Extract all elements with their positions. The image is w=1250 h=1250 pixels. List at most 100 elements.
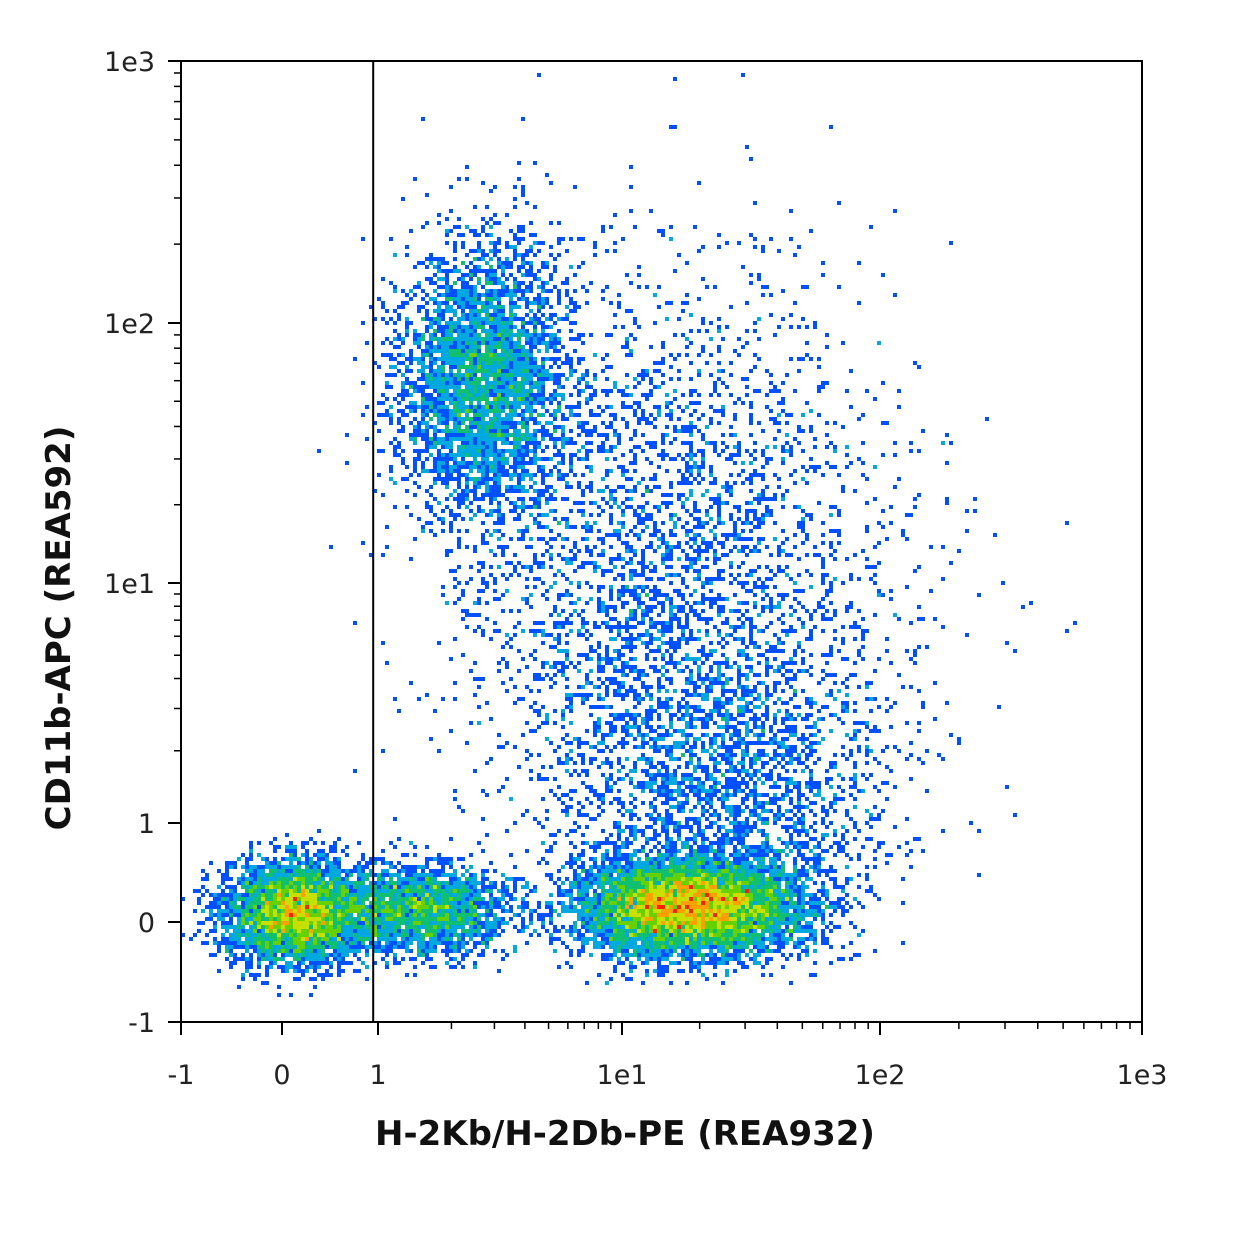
event-dot	[745, 601, 749, 605]
event-dot	[625, 629, 629, 633]
event-dot	[541, 705, 545, 709]
event-dot	[553, 609, 557, 613]
event-dot	[445, 441, 449, 445]
event-dot	[625, 725, 629, 729]
event-dot	[685, 481, 689, 485]
event-dot	[505, 433, 509, 437]
event-dot	[485, 581, 489, 585]
event-dot	[513, 465, 517, 469]
event-dot	[457, 381, 461, 385]
event-dot	[673, 333, 677, 337]
event-dot	[637, 537, 641, 541]
event-dot	[485, 585, 489, 589]
event-dot	[461, 409, 465, 413]
event-dot	[705, 329, 709, 333]
event-dot	[657, 509, 661, 513]
event-dot	[373, 421, 377, 425]
event-dot	[445, 549, 449, 553]
event-dot	[509, 401, 513, 405]
event-dot	[489, 241, 493, 245]
event-dot	[573, 541, 577, 545]
event-dot	[785, 565, 789, 569]
event-dot	[609, 597, 613, 601]
event-dot	[425, 409, 429, 413]
event-dot	[385, 661, 389, 665]
event-dot	[765, 285, 769, 289]
event-dot	[597, 625, 601, 629]
event-dot	[577, 693, 581, 697]
event-dot	[861, 461, 865, 465]
event-dot	[793, 597, 797, 601]
event-dot	[869, 729, 873, 733]
event-dot	[613, 565, 617, 569]
event-dot	[593, 721, 597, 725]
event-dot	[621, 465, 625, 469]
event-dot	[665, 733, 669, 737]
event-dot	[785, 629, 789, 633]
event-dot	[697, 693, 701, 697]
event-dot	[733, 609, 737, 613]
event-dot	[577, 457, 581, 461]
event-dot	[889, 661, 893, 665]
event-dot	[397, 337, 401, 341]
event-dot	[493, 405, 497, 409]
event-dot	[473, 393, 477, 397]
event-dot	[661, 701, 665, 705]
event-dot	[597, 677, 601, 681]
event-dot	[493, 553, 497, 557]
event-dot	[481, 373, 485, 377]
event-dot	[681, 605, 685, 609]
event-dot	[689, 469, 693, 473]
event-dot	[529, 401, 533, 405]
event-dot	[745, 573, 749, 577]
event-dot	[749, 273, 753, 277]
event-dot	[509, 365, 513, 369]
event-dot	[645, 741, 649, 745]
event-dot	[645, 641, 649, 645]
event-dot	[537, 297, 541, 301]
event-dot	[505, 285, 509, 289]
event-dot	[577, 509, 581, 513]
event-dot	[477, 345, 481, 349]
event-dot	[625, 601, 629, 605]
event-dot	[481, 325, 485, 329]
event-dot	[653, 445, 657, 449]
event-dot	[493, 477, 497, 481]
event-dot	[533, 633, 537, 637]
event-dot	[869, 697, 873, 701]
event-dot	[549, 493, 553, 497]
event-dot	[473, 629, 477, 633]
event-dot	[849, 601, 853, 605]
event-dot	[653, 729, 657, 733]
event-dot	[545, 501, 549, 505]
event-dot	[841, 625, 845, 629]
event-dot	[833, 681, 837, 685]
event-dot	[549, 613, 553, 617]
event-dot	[517, 517, 521, 521]
event-dot	[645, 421, 649, 425]
event-dot	[533, 381, 537, 385]
event-dot	[445, 273, 449, 277]
event-dot	[793, 545, 797, 549]
event-dot	[485, 457, 489, 461]
event-dot	[705, 693, 709, 697]
event-dot	[473, 405, 477, 409]
event-dot	[709, 505, 713, 509]
event-dot	[865, 629, 869, 633]
event-dot	[769, 693, 773, 697]
event-dot	[621, 601, 625, 605]
event-dot	[565, 537, 569, 541]
event-dot	[709, 517, 713, 521]
event-dot	[485, 317, 489, 321]
event-dot	[465, 381, 469, 385]
event-dot	[669, 417, 673, 421]
event-dot	[713, 537, 717, 541]
event-dot	[585, 629, 589, 633]
event-dot	[749, 573, 753, 577]
event-dot	[601, 553, 605, 557]
event-dot	[557, 393, 561, 397]
event-dot	[873, 729, 877, 733]
event-dot	[773, 657, 777, 661]
event-dot	[757, 337, 761, 341]
event-dot	[725, 485, 729, 489]
